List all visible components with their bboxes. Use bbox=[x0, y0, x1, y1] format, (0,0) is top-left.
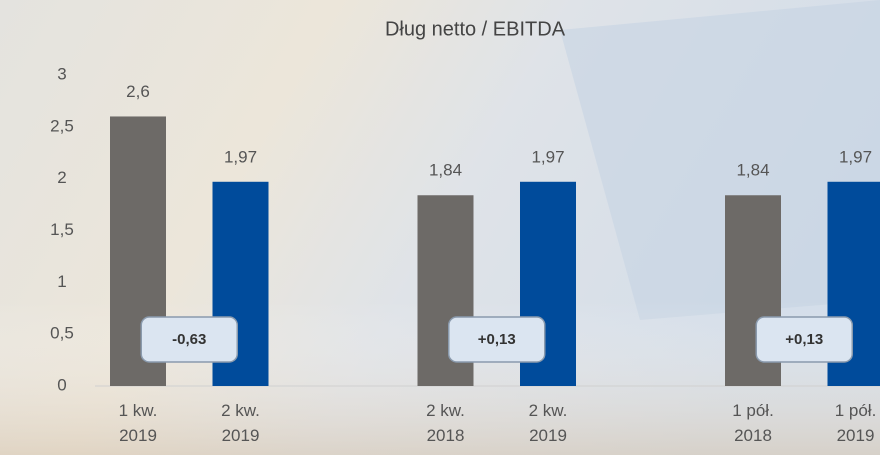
chart: Dług netto / EBITDA 00,511,522,532,61 kw… bbox=[0, 0, 880, 455]
value-label: 1,97 bbox=[839, 147, 872, 166]
y-tick-label: 0,5 bbox=[50, 324, 74, 343]
y-tick-label: 3 bbox=[57, 64, 66, 83]
value-label: 2,6 bbox=[126, 82, 150, 101]
value-label: 1,84 bbox=[736, 161, 769, 180]
value-label: 1,84 bbox=[429, 161, 462, 180]
chart-title: Dług netto / EBITDA bbox=[385, 18, 566, 40]
value-label: 1,97 bbox=[531, 147, 564, 166]
y-tick-label: 2 bbox=[57, 168, 66, 187]
annotation: -0,63 bbox=[172, 331, 206, 348]
annotation: +0,13 bbox=[785, 331, 823, 348]
annotation: +0,13 bbox=[478, 331, 516, 348]
y-tick-label: 2,5 bbox=[50, 116, 74, 135]
value-label: 1,97 bbox=[224, 147, 257, 166]
y-tick-label: 1 bbox=[57, 272, 66, 291]
y-tick-label: 1,5 bbox=[50, 220, 74, 239]
y-tick-label: 0 bbox=[57, 375, 66, 394]
